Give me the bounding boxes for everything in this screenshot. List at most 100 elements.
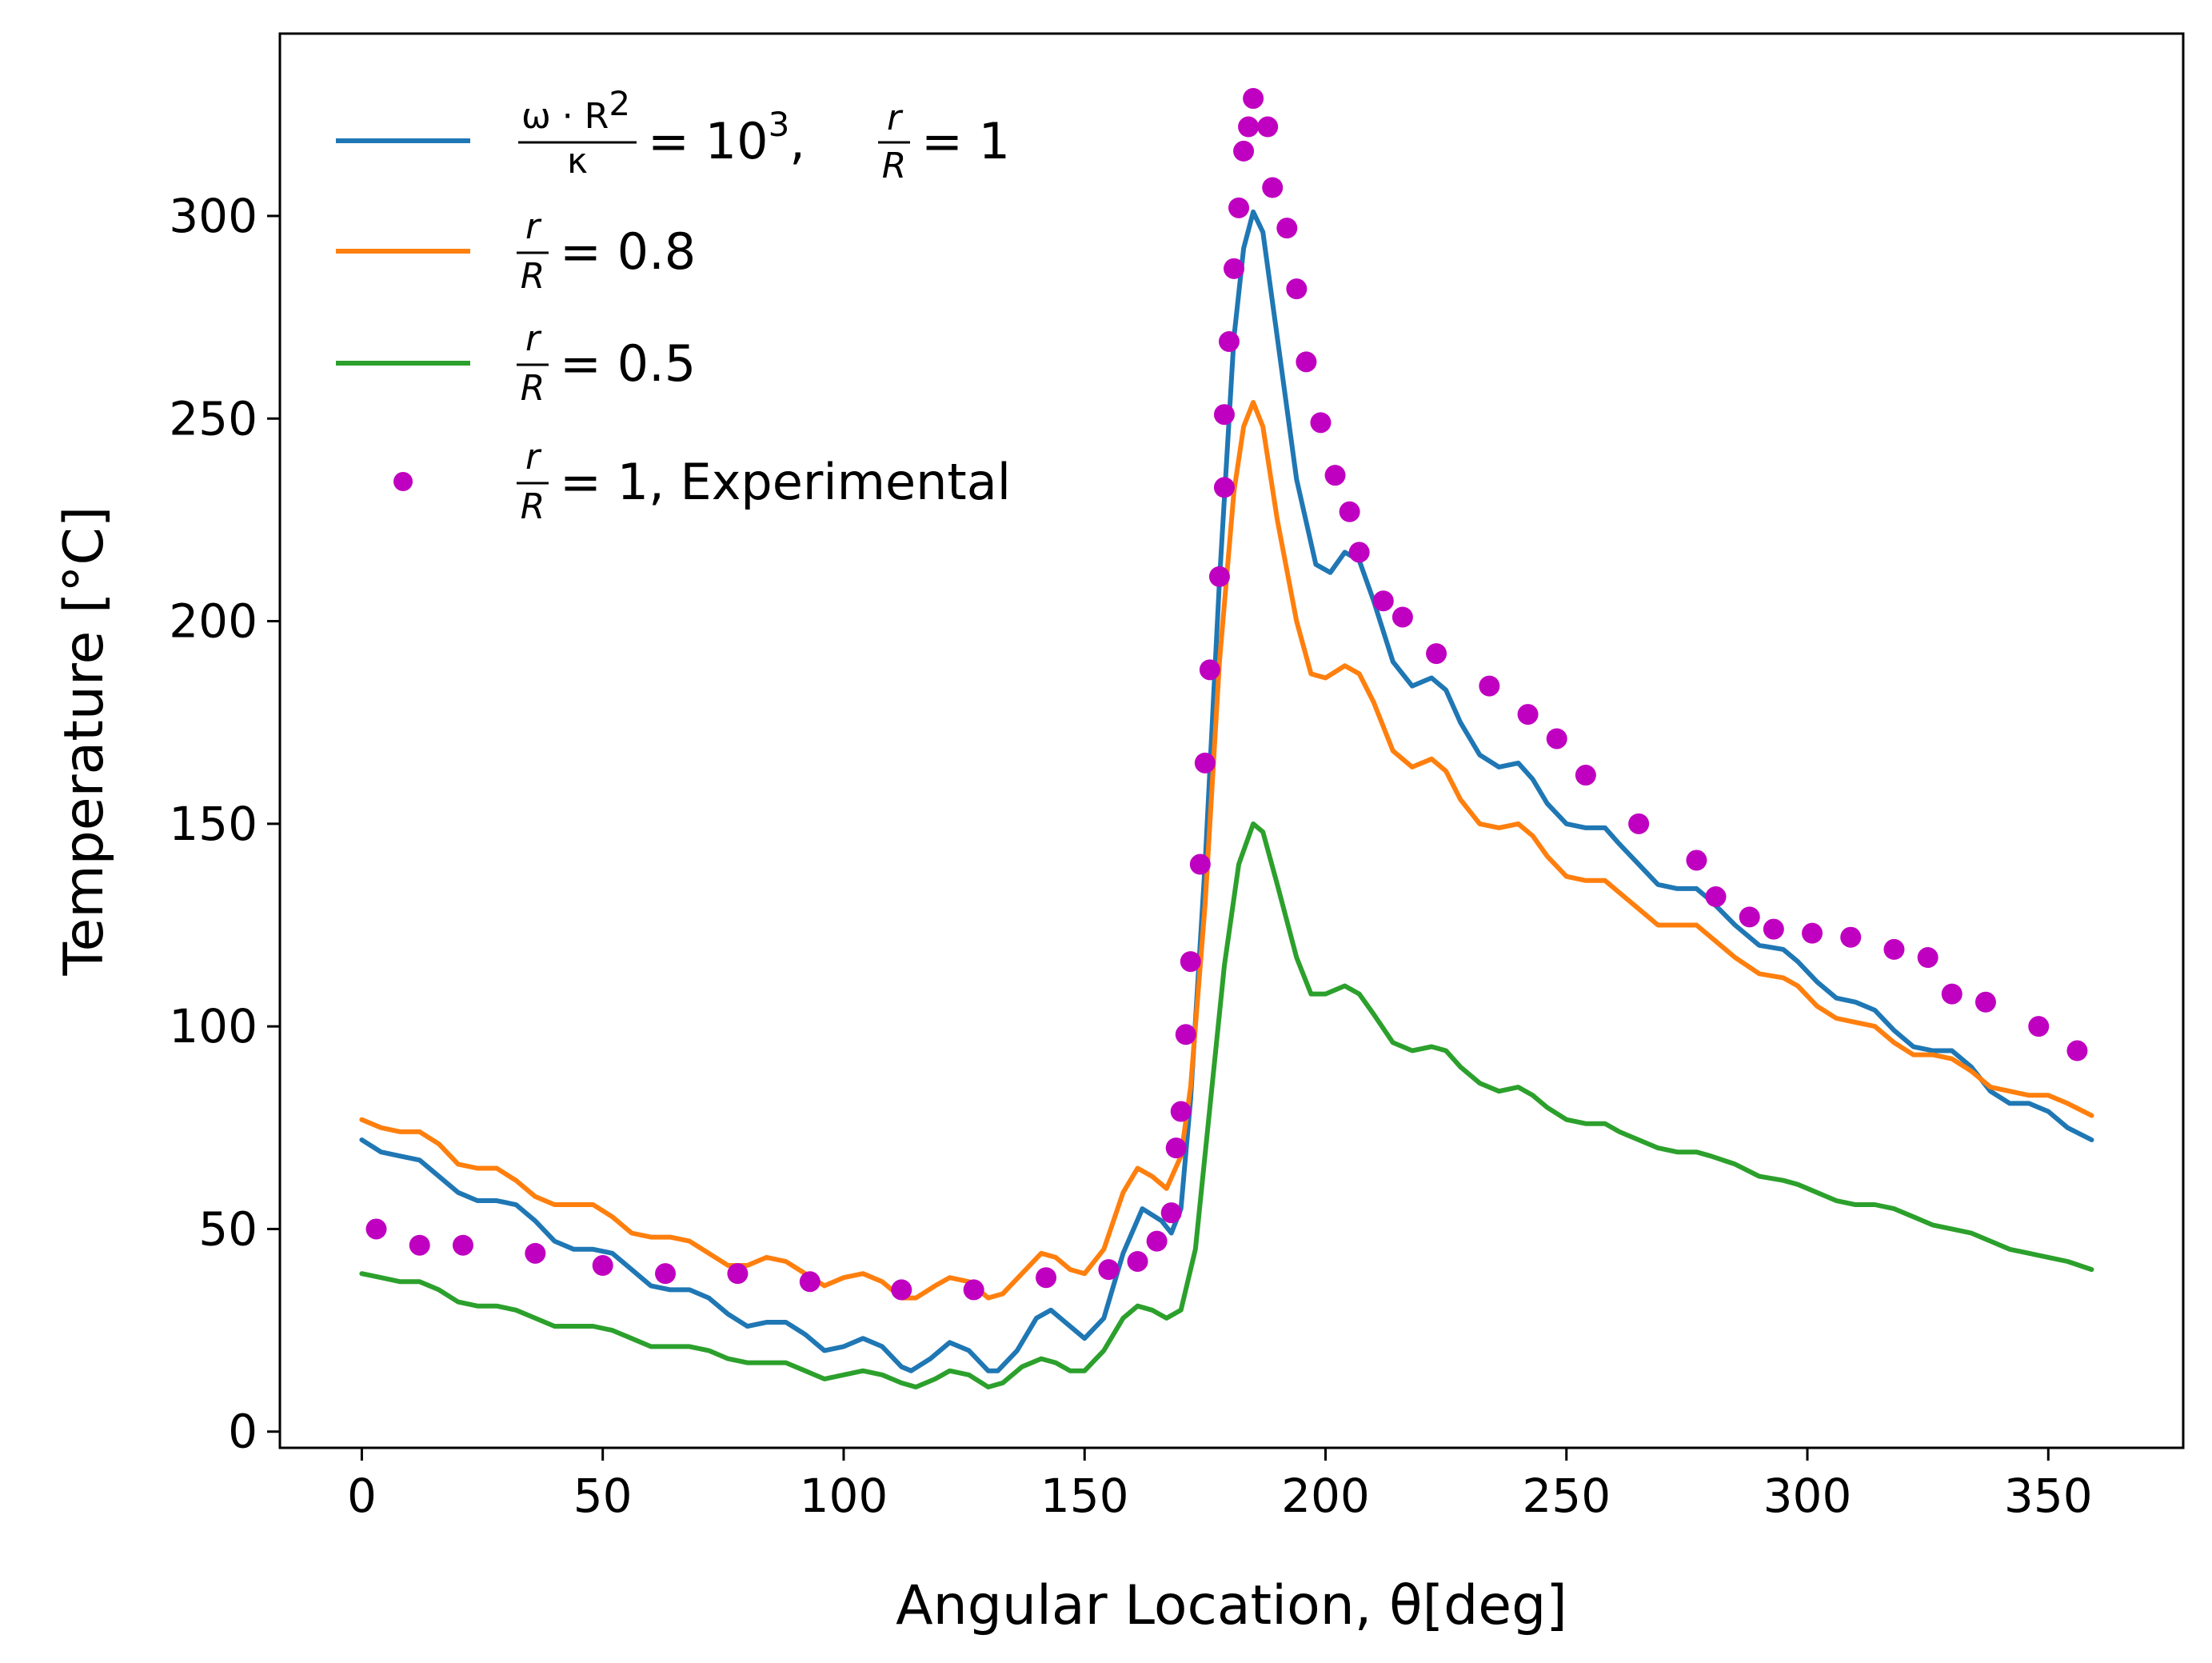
experimental-point: [1165, 1137, 1187, 1159]
legend-r-numerator: r: [525, 437, 542, 478]
experimental-point: [1238, 116, 1260, 138]
y-tick-label: 100: [169, 999, 258, 1053]
legend-R-denominator: R: [521, 486, 545, 527]
legend-r-numerator: r: [525, 206, 542, 247]
legend: ω · R2 κ = 103, r R = 1 r R = 0.8 r R = …: [336, 84, 1011, 527]
experimental-point: [1479, 675, 1500, 697]
experimental-point: [1974, 991, 1996, 1013]
experimental-point: [799, 1271, 821, 1293]
legend-frac-denominator: κ: [567, 141, 588, 182]
experimental-point: [1686, 849, 1707, 871]
y-axis: 0 50 100 150 200 250 300: [169, 189, 280, 1459]
y-tick-label: 0: [228, 1405, 258, 1459]
experimental-point: [2028, 1016, 2050, 1037]
legend-swatch-magenta-marker: [393, 472, 413, 491]
experimental-point: [592, 1255, 613, 1277]
experimental-point: [1296, 351, 1317, 373]
experimental-point: [1170, 1101, 1192, 1122]
experimental-point: [1941, 983, 1962, 1005]
experimental-point: [1802, 922, 1823, 944]
experimental-point: [1628, 813, 1650, 834]
legend-r-numerator: r: [525, 318, 542, 359]
experimental-point: [1098, 1259, 1120, 1281]
experimental-point: [1739, 906, 1760, 928]
experimental-point: [1517, 704, 1539, 726]
experimental-point: [1208, 566, 1230, 587]
x-axis-label: Angular Location, θ[deg]: [896, 1574, 1567, 1637]
experimental-point: [1243, 88, 1264, 110]
y-axis-label: Temperature [°C]: [53, 506, 116, 977]
experimental-point: [1189, 853, 1211, 875]
legend-R-denominator: R: [882, 146, 907, 186]
y-tick-label: 50: [198, 1201, 258, 1256]
experimental-point: [1426, 643, 1447, 665]
experimental-point: [1883, 938, 1905, 960]
experimental-point: [1324, 465, 1346, 486]
y-tick-label: 150: [169, 797, 258, 851]
experimental-point: [1917, 947, 1938, 969]
experimental-point: [1127, 1250, 1148, 1272]
x-tick-label: 150: [1040, 1469, 1129, 1523]
experimental-point: [1705, 886, 1727, 908]
experimental-point: [1036, 1267, 1057, 1289]
experimental-point: [891, 1279, 912, 1301]
x-tick-label: 250: [1522, 1469, 1611, 1523]
legend-entry-r05: r R = 0.5: [336, 318, 696, 409]
legend-R-denominator: R: [521, 368, 545, 409]
experimental-point: [1840, 926, 1862, 948]
experimental-point: [963, 1279, 984, 1301]
legend-r-numerator: r: [887, 98, 904, 138]
experimental-point: [2066, 1040, 2088, 1061]
experimental-point: [525, 1242, 546, 1264]
experimental-point: [1257, 116, 1279, 138]
experimental-point: [1199, 659, 1220, 681]
series-line-0: [359, 209, 2094, 1373]
y-tick-label: 200: [169, 594, 258, 649]
experimental-point: [1276, 218, 1298, 239]
x-tick-label: 300: [1763, 1469, 1852, 1523]
experimental-point: [1310, 412, 1332, 434]
experimental-point: [1262, 177, 1284, 198]
x-tick-label: 100: [800, 1469, 888, 1523]
x-tick-label: 0: [347, 1469, 377, 1523]
experimental-point: [1180, 951, 1201, 973]
experimental-point: [1228, 197, 1250, 218]
experimental-point: [1546, 728, 1567, 750]
legend-label-experimental: = 1, Experimental: [560, 453, 1011, 511]
legend-eq-omega: = 103,: [648, 105, 805, 170]
experimental-point: [1175, 1024, 1196, 1045]
series-layer: [359, 88, 2094, 1389]
x-tick-label: 200: [1281, 1469, 1370, 1523]
experimental-point: [1339, 501, 1360, 522]
experimental-point: [1348, 542, 1370, 563]
experimental-point: [365, 1218, 387, 1240]
y-tick-label: 300: [169, 189, 258, 243]
experimental-point: [1218, 331, 1240, 353]
legend-entry-experimental: r R = 1, Experimental: [393, 437, 1011, 527]
legend-R-denominator: R: [521, 256, 545, 297]
series-line-2: [359, 821, 2094, 1389]
experimental-point: [655, 1263, 677, 1285]
experimental-point: [1391, 606, 1413, 628]
legend-label-model-r1: = 1: [921, 112, 1010, 170]
experimental-point: [1213, 477, 1235, 498]
experimental-point: [1213, 404, 1235, 426]
experimental-point: [727, 1263, 749, 1285]
legend-frac-numerator: ω · R2: [521, 84, 630, 137]
legend-label-r05: = 0.5: [560, 334, 696, 393]
experimental-point: [1763, 918, 1784, 940]
experimental-point: [1372, 590, 1394, 612]
experimental-point: [1233, 140, 1255, 162]
experimental-point: [1224, 258, 1245, 279]
experimental-point: [1160, 1202, 1182, 1224]
y-tick-label: 250: [169, 391, 258, 446]
plot-frame: [278, 32, 2185, 1449]
experimental-point: [452, 1234, 473, 1256]
experimental-point: [1286, 278, 1308, 300]
legend-entry-r08: r R = 0.8: [336, 206, 696, 297]
legend-label-r08: = 0.8: [560, 222, 696, 281]
legend-entry-model-r1: ω · R2 κ = 103, r R = 1: [336, 84, 1010, 186]
experimental-point: [409, 1234, 430, 1256]
